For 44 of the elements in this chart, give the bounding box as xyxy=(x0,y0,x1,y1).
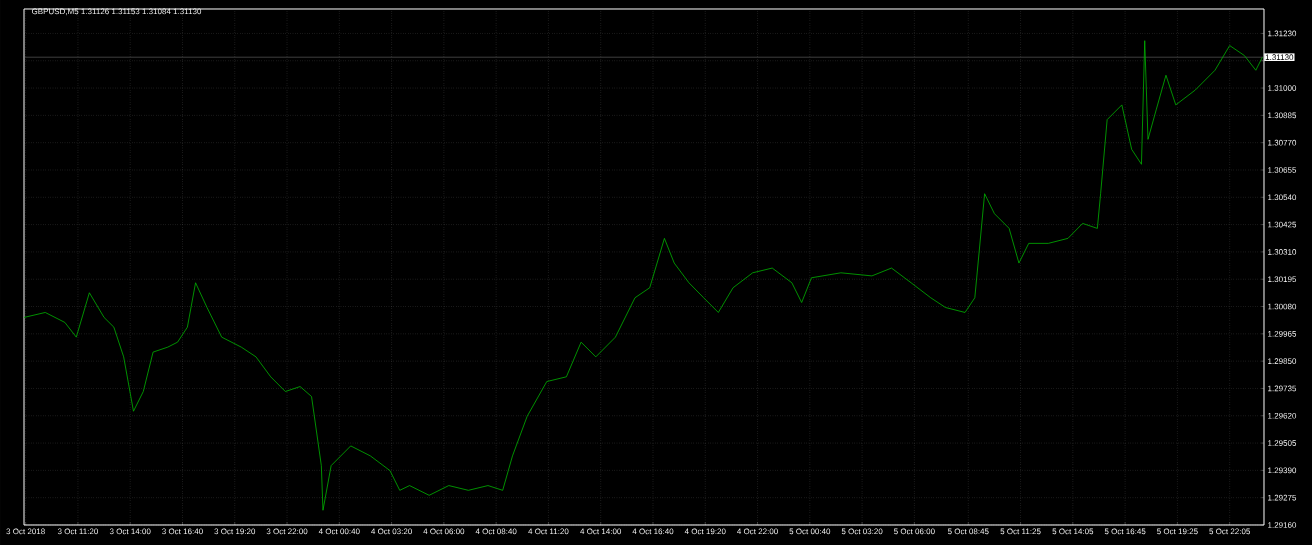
x-tick-label: 4 Oct 06:00 xyxy=(423,528,465,535)
y-tick-label: 1.29505 xyxy=(1268,440,1297,446)
y-tick-label: 1.29390 xyxy=(1268,467,1297,474)
y-tick-label: 1.30655 xyxy=(1268,167,1297,173)
x-tick-label: 3 Oct 22:00 xyxy=(266,528,308,535)
ref-line-label: 1.31130 xyxy=(1265,54,1294,61)
x-tick-label: 5 Oct 16:45 xyxy=(1104,528,1146,535)
x-tick-label: 4 Oct 14:00 xyxy=(580,528,622,535)
x-tick-label: 3 Oct 16:40 xyxy=(162,528,203,535)
y-tick-label: 1.30080 xyxy=(1268,303,1297,310)
y-tick-label: 1.29735 xyxy=(1268,385,1297,392)
y-tick-label: 1.29965 xyxy=(1268,331,1297,337)
x-tick-label: 4 Oct 08:40 xyxy=(475,528,517,535)
y-tick-label: 1.30540 xyxy=(1268,194,1297,201)
y-tick-label: 1.31000 xyxy=(1268,85,1297,91)
x-tick-label: 5 Oct 08:45 xyxy=(947,528,989,535)
x-tick-label: 3 Oct 19:20 xyxy=(214,528,256,535)
y-tick-label: 1.30310 xyxy=(1268,249,1297,255)
y-tick-label: 1.29850 xyxy=(1268,358,1297,364)
x-tick-label: 5 Oct 03:20 xyxy=(841,528,883,535)
x-tick-label: 5 Oct 06:00 xyxy=(894,528,935,535)
x-tick-label: 4 Oct 11:20 xyxy=(528,528,569,535)
y-tick-label: 1.30425 xyxy=(1268,221,1297,228)
x-tick-label: 5 Oct 11:25 xyxy=(1000,528,1041,535)
x-tick-label: 4 Oct 03:20 xyxy=(371,528,412,535)
x-tick-label: 5 Oct 22:05 xyxy=(1209,528,1251,535)
y-tick-label: 1.29275 xyxy=(1268,494,1297,501)
y-tick-label: 1.31230 xyxy=(1268,30,1297,37)
x-tick-label: 5 Oct 19:25 xyxy=(1157,528,1198,535)
x-tick-label: 3 Oct 2018 xyxy=(6,528,45,535)
y-tick-label: 1.29620 xyxy=(1268,412,1297,419)
x-tick-label: 4 Oct 00:40 xyxy=(318,528,360,535)
x-tick-label: 5 Oct 00:40 xyxy=(789,528,831,535)
x-tick-label: 4 Oct 22:00 xyxy=(737,528,778,535)
x-tick-label: 3 Oct 11:20 xyxy=(57,528,98,535)
y-tick-label: 1.30195 xyxy=(1268,276,1297,283)
x-tick-label: 3 Oct 14:00 xyxy=(109,528,151,535)
y-tick-label: 1.30885 xyxy=(1268,112,1297,119)
y-tick-label: 1.29160 xyxy=(1268,522,1297,528)
x-tick-label: 4 Oct 16:40 xyxy=(632,528,674,535)
chart-title: GBPUSD,M5 1.31126 1.31153 1.31084 1.31130 xyxy=(31,8,202,16)
x-tick-label: 5 Oct 14:05 xyxy=(1052,528,1094,535)
x-tick-label: 4 Oct 19:20 xyxy=(684,528,726,535)
y-tick-label: 1.30770 xyxy=(1268,139,1297,146)
